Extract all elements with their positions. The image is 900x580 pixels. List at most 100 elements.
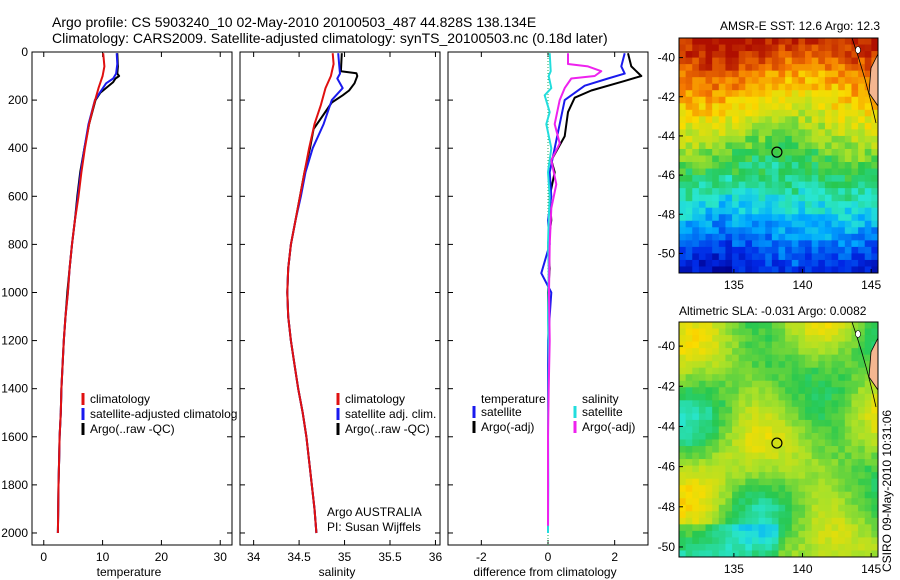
map-cell bbox=[851, 259, 859, 268]
map-cell bbox=[738, 194, 746, 202]
map-cell bbox=[725, 485, 733, 493]
map-cell bbox=[692, 367, 700, 375]
map-cell bbox=[698, 175, 707, 183]
map-cell bbox=[771, 214, 780, 222]
map-cell bbox=[765, 517, 773, 525]
map-cell bbox=[824, 129, 833, 137]
map-cell bbox=[732, 142, 740, 150]
map-cell bbox=[864, 387, 872, 395]
map-cell bbox=[851, 201, 859, 209]
map-cell bbox=[725, 335, 733, 343]
map-cell bbox=[738, 335, 746, 343]
map-cell bbox=[751, 485, 760, 493]
map-cell bbox=[838, 380, 846, 388]
map-cell bbox=[705, 537, 713, 545]
map-cell bbox=[751, 432, 760, 441]
map-cell bbox=[698, 432, 707, 441]
map-cell bbox=[679, 439, 687, 447]
map-cell bbox=[818, 511, 826, 519]
map-cell bbox=[758, 90, 766, 98]
map-cell bbox=[838, 446, 846, 454]
map-cell bbox=[805, 77, 813, 85]
map-cell bbox=[705, 530, 713, 539]
map-cell bbox=[811, 227, 819, 235]
map-cell bbox=[751, 240, 760, 248]
map-cell bbox=[818, 348, 826, 356]
map-cell bbox=[712, 328, 720, 336]
map-cell bbox=[864, 485, 872, 493]
map-cell bbox=[751, 459, 760, 467]
map-cell bbox=[778, 530, 786, 539]
map-cell bbox=[725, 537, 733, 545]
map-cell bbox=[798, 426, 806, 434]
map-cell bbox=[712, 348, 720, 356]
map-cell bbox=[871, 511, 878, 519]
map-cell bbox=[732, 44, 740, 52]
map-cell bbox=[811, 393, 819, 401]
map-cell bbox=[751, 465, 760, 473]
map-cell bbox=[692, 70, 700, 78]
map-cell bbox=[805, 419, 813, 428]
map-cell bbox=[732, 380, 740, 388]
map-cell bbox=[725, 246, 733, 255]
map-cell bbox=[798, 419, 806, 428]
map-cell bbox=[871, 439, 878, 447]
map-cell bbox=[679, 335, 687, 343]
map-cell bbox=[798, 530, 806, 539]
map-cell bbox=[818, 181, 826, 189]
map-cell bbox=[771, 511, 780, 519]
map-cell bbox=[712, 393, 720, 401]
map-cell bbox=[698, 220, 707, 228]
map-cell bbox=[765, 465, 773, 473]
map-cell bbox=[864, 246, 872, 255]
map-cell bbox=[692, 524, 700, 532]
map-cell bbox=[679, 122, 687, 130]
map-cell bbox=[765, 155, 773, 163]
map-cell bbox=[698, 380, 707, 388]
map-cell bbox=[778, 116, 786, 124]
map-cell bbox=[818, 322, 826, 330]
map-cell bbox=[805, 188, 813, 196]
map-cell bbox=[758, 439, 766, 447]
map-cell bbox=[738, 103, 746, 111]
map-cell bbox=[692, 44, 700, 52]
map-frame bbox=[678, 321, 879, 558]
map-cell bbox=[705, 109, 713, 117]
map-cell bbox=[698, 419, 707, 428]
map-cell bbox=[785, 380, 793, 388]
map-x-tick-label: 140 bbox=[793, 278, 813, 292]
map-sla_map: 135 140 145-40-42-44-46-48-50 bbox=[658, 321, 881, 576]
map-cell bbox=[785, 367, 793, 375]
map-cell bbox=[858, 537, 866, 545]
map-cell bbox=[791, 432, 799, 441]
map-cell bbox=[771, 233, 780, 241]
map-cell bbox=[785, 439, 793, 447]
map-cell bbox=[758, 354, 766, 362]
map-cell bbox=[745, 168, 753, 176]
map-cell bbox=[765, 90, 773, 98]
map-cell bbox=[831, 419, 839, 428]
map-cell bbox=[778, 504, 786, 512]
map-cell bbox=[811, 103, 819, 111]
map-cell bbox=[758, 543, 766, 552]
map-cell bbox=[824, 354, 833, 362]
map-cell bbox=[712, 51, 720, 59]
map-cell bbox=[864, 419, 872, 428]
map-cell bbox=[698, 168, 707, 176]
map-cell bbox=[791, 524, 799, 532]
map-cell bbox=[798, 367, 806, 375]
map-cell bbox=[765, 188, 773, 196]
map-cell bbox=[738, 220, 746, 228]
map-cell bbox=[698, 524, 707, 532]
map-cell bbox=[705, 207, 713, 215]
map-cell bbox=[712, 201, 720, 209]
map-cell bbox=[718, 413, 727, 421]
map-cell bbox=[712, 517, 720, 525]
map-cell bbox=[791, 168, 799, 176]
map-cell bbox=[785, 530, 793, 539]
map-cell bbox=[811, 90, 819, 98]
map-cell bbox=[838, 498, 846, 506]
map-cell bbox=[732, 465, 740, 473]
map-cell bbox=[718, 83, 727, 91]
map-cell bbox=[765, 135, 773, 144]
